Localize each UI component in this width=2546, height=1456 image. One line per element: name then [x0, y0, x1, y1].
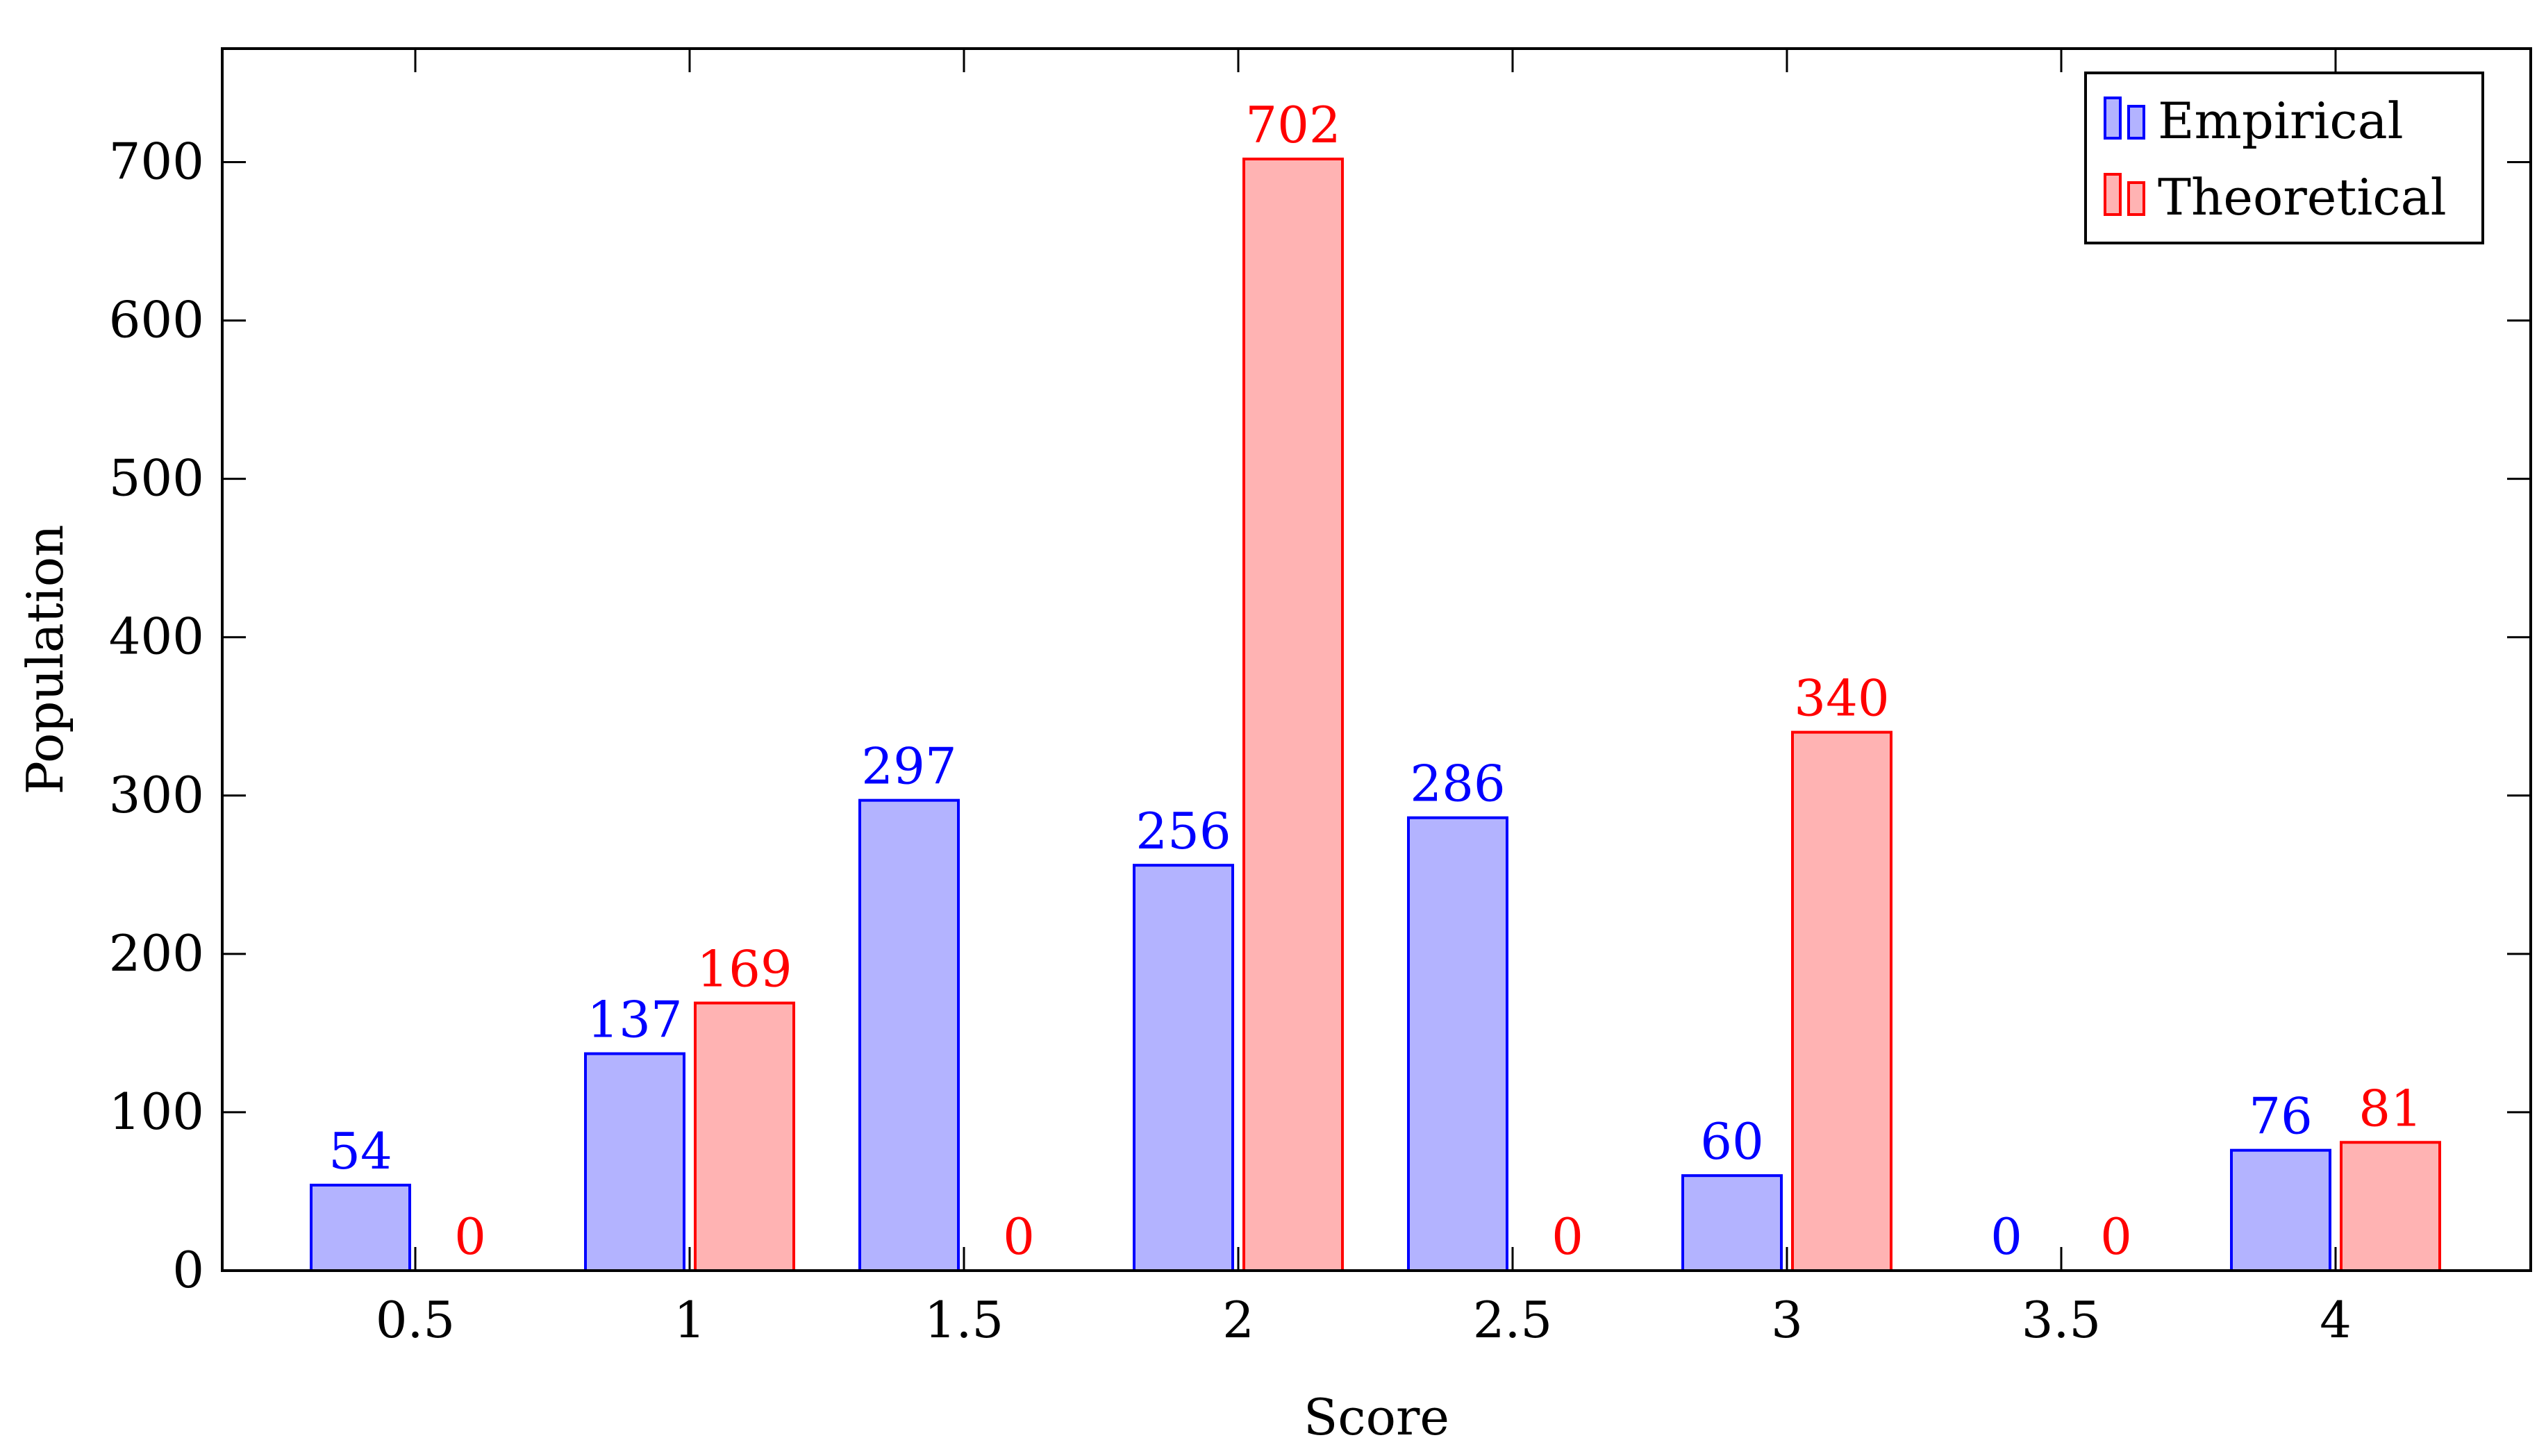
- y-tick-label: 700: [109, 133, 204, 191]
- y-axis-label: Population: [16, 525, 74, 795]
- empirical-value-label: 286: [1410, 755, 1505, 813]
- empirical-value-label: 0: [1990, 1207, 2022, 1266]
- theoretical-bar: [694, 1001, 795, 1273]
- empirical-value-label: 54: [328, 1122, 392, 1180]
- y-tick-label: 300: [109, 766, 204, 824]
- theoretical-value-label: 81: [2358, 1079, 2422, 1137]
- y-tick-label: 200: [109, 924, 204, 982]
- empirical-bar: [310, 1183, 411, 1273]
- x-tick-label: 3: [1771, 1291, 1803, 1349]
- empirical-bar: [1681, 1174, 1783, 1272]
- empirical-bar: [584, 1052, 685, 1272]
- empirical-bar: [858, 798, 960, 1272]
- x-tick-label: 0.5: [376, 1291, 456, 1349]
- x-tick-label: 2.5: [1473, 1291, 1553, 1349]
- theoretical-value-label: 0: [454, 1207, 486, 1266]
- y-tick-label: 0: [172, 1241, 204, 1299]
- empirical-value-label: 137: [587, 991, 682, 1049]
- empirical-bar: [1133, 864, 1234, 1272]
- theoretical-legend-swatch: [2127, 181, 2145, 216]
- theoretical-value-label: 0: [1551, 1207, 1583, 1266]
- legend: Empirical Theoretical: [2084, 72, 2484, 244]
- y-tick-label: 600: [109, 291, 204, 349]
- theoretical-bar: [2340, 1141, 2441, 1273]
- empirical-value-label: 76: [2249, 1087, 2313, 1146]
- empirical-legend-swatch: [2127, 105, 2145, 140]
- theoretical-legend-swatch: [2104, 173, 2122, 216]
- theoretical-value-label: 0: [2100, 1207, 2132, 1266]
- theoretical-value-label: 340: [1794, 669, 1889, 728]
- empirical-legend-label: Empirical: [2158, 92, 2404, 150]
- plot-frame: [221, 47, 2532, 1272]
- theoretical-bar: [1791, 730, 1892, 1272]
- y-tick-label: 500: [109, 449, 204, 508]
- empirical-value-label: 297: [861, 737, 956, 796]
- theoretical-value-label: 702: [1245, 96, 1340, 154]
- empirical-legend-swatch: [2104, 97, 2122, 140]
- x-tick-label: 2: [1222, 1291, 1254, 1349]
- theoretical-bar: [1242, 158, 1344, 1272]
- x-tick-label: 1: [674, 1291, 706, 1349]
- theoretical-value-label: 169: [697, 940, 792, 998]
- x-tick-label: 1.5: [924, 1291, 1004, 1349]
- y-tick-label: 100: [109, 1082, 204, 1141]
- x-tick-label: 4: [2320, 1291, 2352, 1349]
- empirical-value-label: 60: [1700, 1112, 1764, 1171]
- empirical-bar: [2230, 1148, 2331, 1272]
- empirical-value-label: 256: [1135, 802, 1231, 860]
- empirical-bar: [1407, 816, 1508, 1272]
- x-tick-label: 3.5: [2022, 1291, 2102, 1349]
- legend-box: [2084, 72, 2484, 244]
- theoretical-value-label: 0: [1003, 1207, 1035, 1266]
- x-axis-label: Score: [1304, 1388, 1449, 1446]
- y-tick-label: 400: [109, 608, 204, 666]
- theoretical-legend-label: Theoretical: [2158, 168, 2447, 226]
